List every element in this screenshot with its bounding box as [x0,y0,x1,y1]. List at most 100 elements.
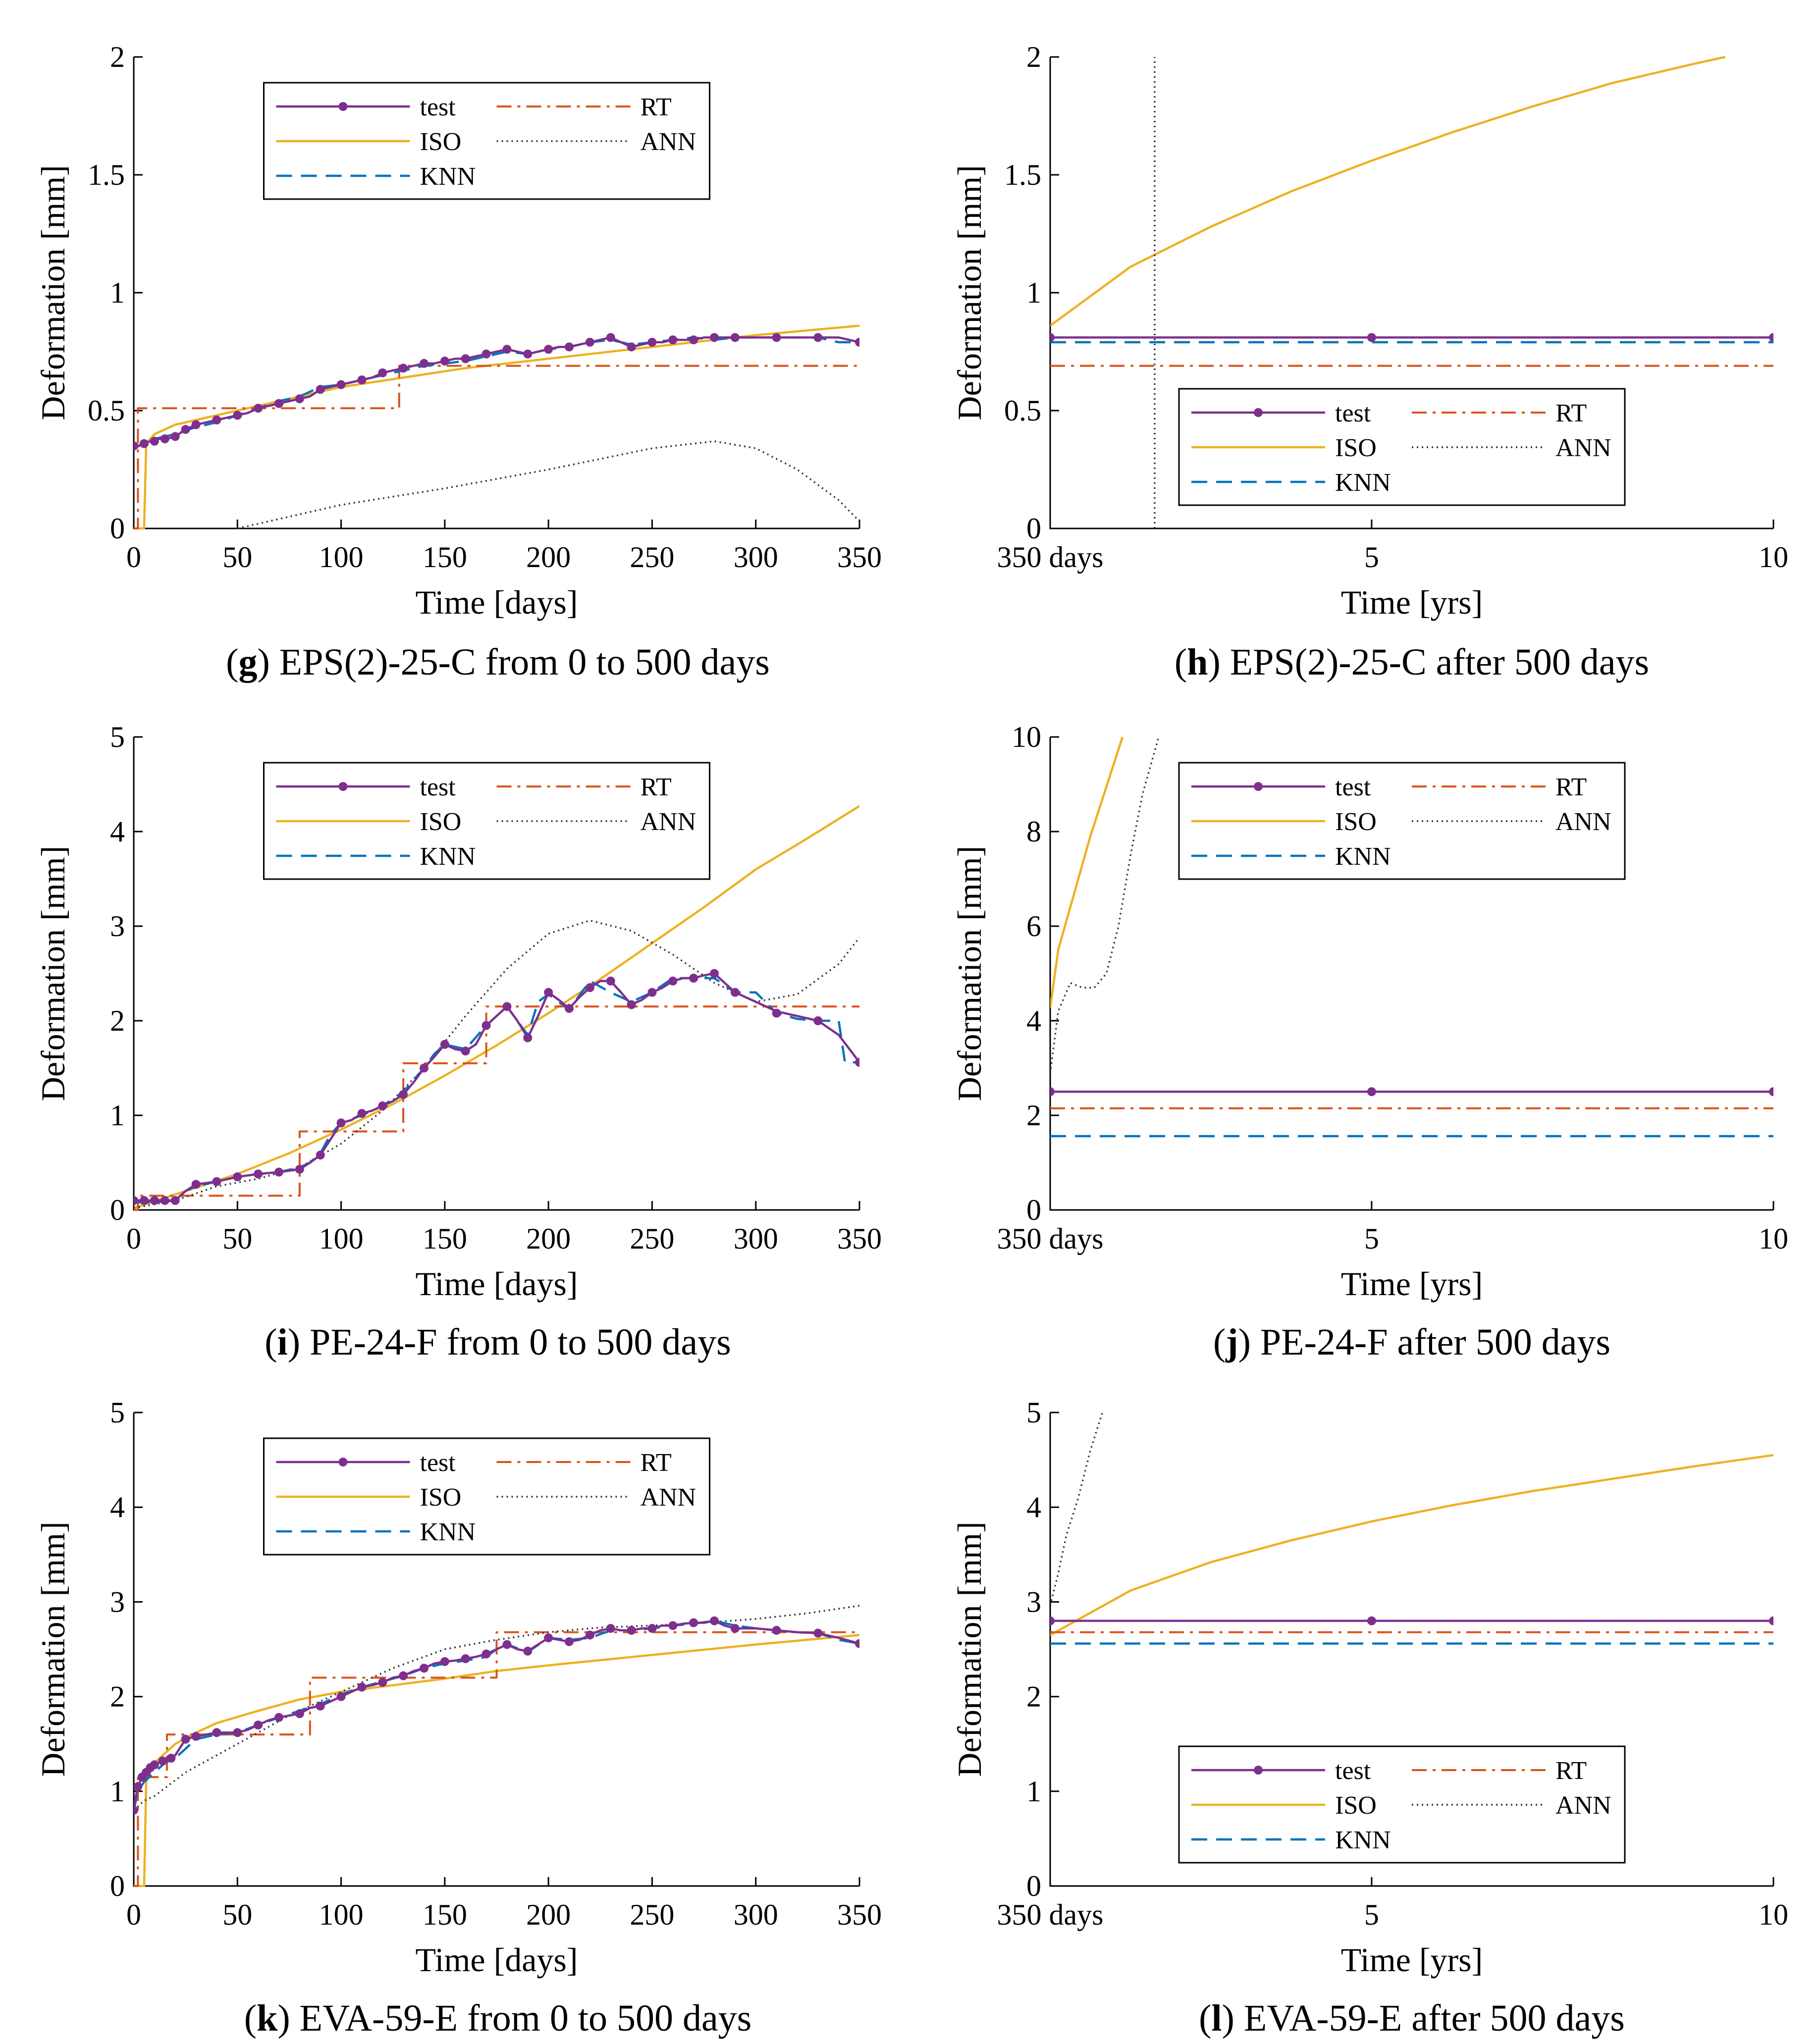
series-test-point [1050,1616,1055,1625]
series-ann-line [237,440,859,529]
x-tick-label: 50 [222,541,252,574]
x-axis-label: Time [yrs] [1341,583,1483,621]
y-tick-label: 3 [110,910,125,942]
caption-j: (j) PE-24-F after 500 days [1213,1321,1610,1363]
x-axis-label: Time [days] [415,1941,578,1979]
series-test-point [139,1196,149,1205]
series-test-point [181,425,190,434]
y-tick-label: 1.5 [1004,158,1041,191]
legend-label-iso: ISO [420,128,462,156]
series-test-point [158,1756,167,1766]
x-tick-label: 10 [1759,541,1788,574]
y-tick-label: 1 [1026,276,1041,309]
x-tick-label: 5 [1364,1898,1379,1931]
series-test-point [461,1047,470,1056]
series-test-point [461,1654,470,1664]
x-tick-label: 350 days [997,1222,1104,1255]
legend-label-rt: RT [641,773,672,801]
legend-label-iso: ISO [1335,1791,1377,1820]
x-tick-label: 250 [630,1898,674,1931]
legend-marker-test [338,1458,348,1466]
series-ann-line [1050,1412,1104,1606]
y-axis-label: Deformation [mm] [951,846,988,1101]
legend-label-ann: ANN [1555,1791,1611,1820]
series-test-point [134,1196,138,1205]
series-test-point [399,364,408,373]
legend-marker-test [1254,1766,1263,1775]
legend-marker-test [1254,782,1263,791]
caption-k: (k) EVA-59-E from 0 to 500 days [244,1997,752,2039]
y-axis-label: Deformation [mm] [34,165,72,420]
y-tick-label: 0 [1026,1870,1041,1902]
series-test-point [440,1657,449,1666]
legend: test ISO KNN RT ANN [1178,388,1626,506]
legend-label-rt: RT [1555,399,1587,427]
series-knn-line [134,1620,859,1811]
chart-l: 350 days 5 10 0 1 2 3 4 5 Time [yrs] Deformation [… [951,1396,1788,2039]
legend-label-ann: ANN [641,1483,696,1512]
series-test-point [295,1709,304,1719]
series-test-point [627,1625,636,1635]
series-test-point [482,349,491,359]
x-tick-label: 0 [126,541,141,574]
x-tick-label: 50 [222,1898,252,1931]
series-test-point [606,1623,615,1633]
series-test-point [855,1058,859,1067]
x-tick-label: 350 [837,1222,882,1255]
y-tick-label: 1 [110,1775,125,1808]
series-test-point [523,349,533,359]
series-test-point [813,1016,823,1025]
series-test-point [212,416,221,425]
series-test-point [647,337,657,347]
series-test-point [440,357,449,366]
x-tick-label: 300 [734,1898,778,1931]
legend-label-iso: ISO [420,808,462,836]
y-tick-label: 4 [1026,1004,1041,1037]
series-test-point [378,1101,387,1110]
series-test-point [544,345,553,354]
series-test-point [134,441,138,451]
series-test-point [357,1109,367,1118]
series-test-point [1367,333,1376,342]
x-tick-label: 350 days [997,541,1104,574]
y-tick-label: 0.5 [88,394,125,427]
series-iso-line [134,805,859,1209]
series-test-point [772,333,781,342]
series-test-point [565,1004,574,1013]
y-tick-label: 3 [1026,1585,1041,1618]
x-tick-label: 250 [630,541,674,574]
series-test-point [160,434,169,444]
y-tick-label: 1 [110,1099,125,1132]
series-test-point [855,1639,859,1648]
y-tick-label: 5 [1026,1396,1041,1429]
chart-j: 350 days 5 10 0 2 4 6 8 10 Time [yrs] Deformation … [951,721,1788,1363]
series-test-point [689,1618,698,1627]
series-test-point [150,1196,159,1205]
series-iso-line [134,324,859,529]
series-test-point [544,988,553,997]
series-test-point [482,1649,491,1659]
series-test-point [274,1167,283,1177]
legend: test ISO KNN RT ANN [263,82,710,200]
series-test-point [134,1782,143,1791]
series-test-point [585,1630,594,1640]
series-test-point [233,411,242,420]
series-test-point [440,1040,449,1049]
legend-label-test: test [420,1449,456,1477]
series-test-point [212,1728,221,1737]
legend-label-iso: ISO [1335,434,1377,462]
series-test-point [254,1720,263,1729]
series-ann-line [134,1605,859,1811]
caption-g: (g) EPS(2)-25-C from 0 to 500 days [226,641,770,683]
series-test-point [212,1177,221,1186]
series-test-point [647,988,657,997]
plot-area [134,324,859,529]
series-test-point [170,1196,180,1205]
series-test-point [606,333,615,342]
y-tick-label: 2 [110,41,125,73]
series-test-point [772,1008,781,1018]
legend-label-iso: ISO [420,1483,462,1512]
y-axis-label: Deformation [mm] [951,1521,988,1777]
x-tick-label: 100 [319,1222,364,1255]
